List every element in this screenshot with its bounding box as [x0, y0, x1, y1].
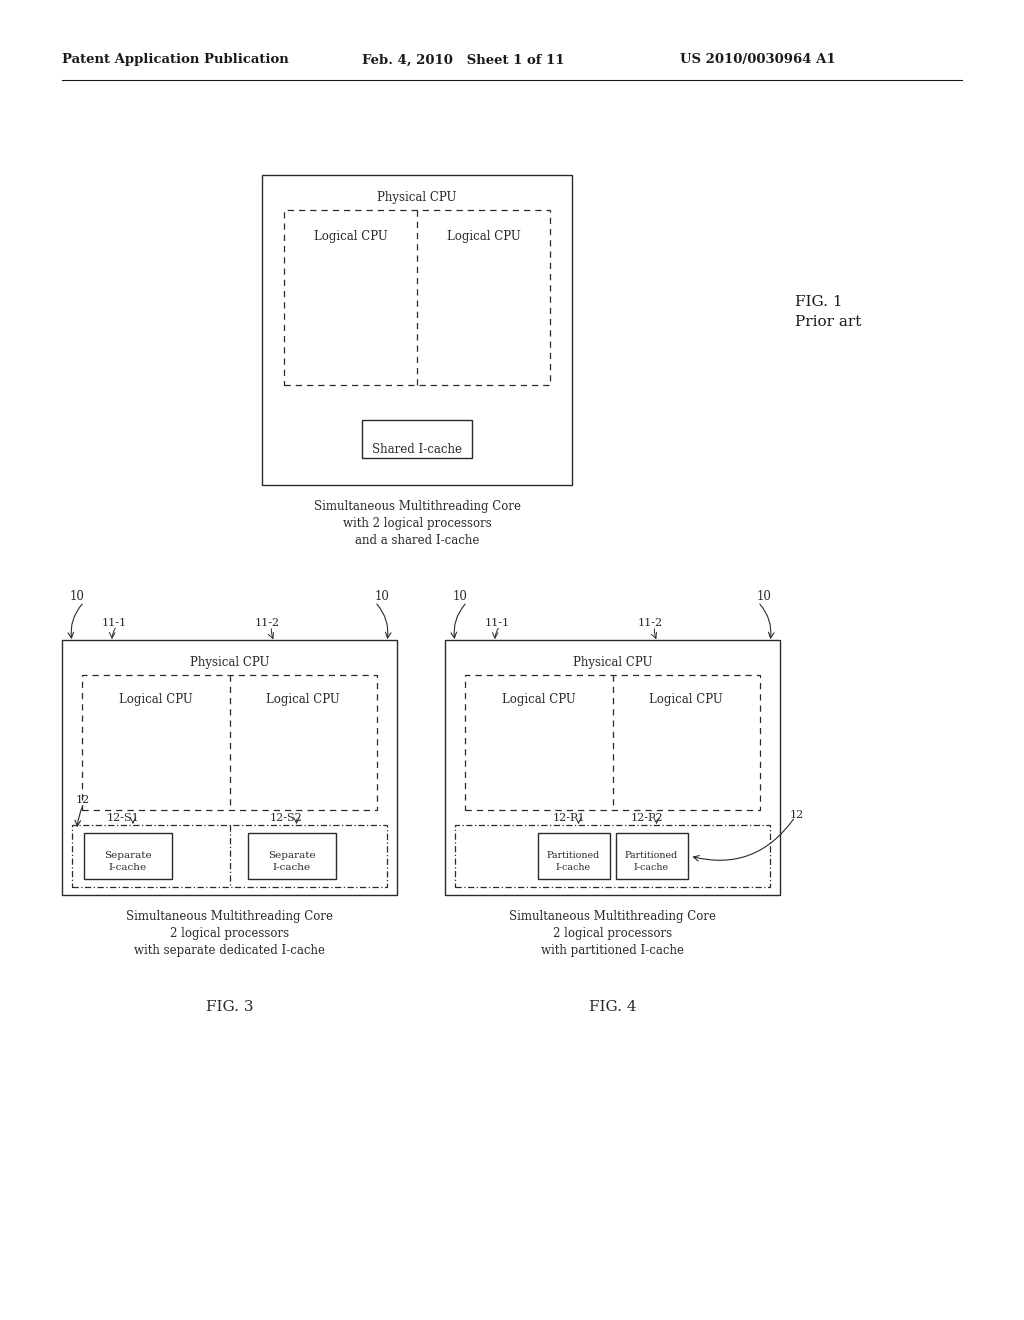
- Text: Separate: Separate: [104, 851, 152, 861]
- Text: I-cache: I-cache: [556, 863, 591, 873]
- Text: Physical CPU: Physical CPU: [572, 656, 652, 669]
- Text: 10: 10: [757, 590, 772, 603]
- Text: Shared I-cache: Shared I-cache: [372, 444, 462, 455]
- Text: 12-P1: 12-P1: [552, 813, 585, 822]
- Bar: [445, 640, 780, 895]
- Text: 10: 10: [453, 590, 468, 603]
- Text: Partitioned: Partitioned: [625, 851, 678, 861]
- Text: Physical CPU: Physical CPU: [189, 656, 269, 669]
- Bar: [362, 420, 472, 458]
- Text: Logical CPU: Logical CPU: [502, 693, 575, 706]
- Text: 12: 12: [790, 810, 804, 820]
- Text: 12-S2: 12-S2: [270, 813, 303, 822]
- Text: with 2 logical processors: with 2 logical processors: [343, 517, 492, 531]
- Bar: [455, 825, 770, 887]
- Text: Logical CPU: Logical CPU: [446, 230, 520, 243]
- Bar: [284, 210, 550, 385]
- Text: Simultaneous Multithreading Core: Simultaneous Multithreading Core: [313, 500, 520, 513]
- Text: FIG. 1: FIG. 1: [795, 294, 843, 309]
- Text: Separate: Separate: [267, 851, 315, 861]
- Text: Logical CPU: Logical CPU: [649, 693, 723, 706]
- Text: FIG. 3: FIG. 3: [206, 1001, 253, 1014]
- Text: 12-P2: 12-P2: [630, 813, 663, 822]
- Text: 10: 10: [70, 590, 85, 603]
- Text: 10: 10: [374, 590, 389, 603]
- Bar: [538, 833, 609, 879]
- Text: Prior art: Prior art: [795, 315, 861, 329]
- Text: 12: 12: [76, 795, 90, 805]
- Text: Logical CPU: Logical CPU: [119, 693, 193, 706]
- Bar: [84, 833, 172, 879]
- Text: with separate dedicated I-cache: with separate dedicated I-cache: [134, 944, 325, 957]
- Text: US 2010/0030964 A1: US 2010/0030964 A1: [680, 54, 836, 66]
- Text: I-cache: I-cache: [272, 863, 310, 873]
- Text: 11-1: 11-1: [102, 618, 127, 628]
- Text: Feb. 4, 2010   Sheet 1 of 11: Feb. 4, 2010 Sheet 1 of 11: [362, 54, 564, 66]
- Bar: [248, 833, 336, 879]
- Bar: [465, 675, 760, 810]
- Text: Patent Application Publication: Patent Application Publication: [62, 54, 289, 66]
- Text: Simultaneous Multithreading Core: Simultaneous Multithreading Core: [509, 909, 716, 923]
- Text: and a shared I-cache: and a shared I-cache: [354, 535, 479, 546]
- Bar: [615, 833, 687, 879]
- Bar: [82, 675, 377, 810]
- Text: 11-2: 11-2: [638, 618, 663, 628]
- Text: I-cache: I-cache: [109, 863, 147, 873]
- Text: with partitioned I-cache: with partitioned I-cache: [541, 944, 684, 957]
- Text: Partitioned: Partitioned: [547, 851, 600, 861]
- Text: Simultaneous Multithreading Core: Simultaneous Multithreading Core: [126, 909, 333, 923]
- Text: 11-2: 11-2: [255, 618, 280, 628]
- Bar: [262, 176, 572, 484]
- Text: Logical CPU: Logical CPU: [266, 693, 340, 706]
- Text: Logical CPU: Logical CPU: [313, 230, 387, 243]
- Text: 2 logical processors: 2 logical processors: [553, 927, 672, 940]
- Text: Physical CPU: Physical CPU: [377, 191, 457, 205]
- Text: FIG. 4: FIG. 4: [589, 1001, 636, 1014]
- Text: 11-1: 11-1: [485, 618, 510, 628]
- Text: I-cache: I-cache: [634, 863, 669, 873]
- Text: 12-S1: 12-S1: [106, 813, 139, 822]
- Bar: [72, 825, 387, 887]
- Text: 2 logical processors: 2 logical processors: [170, 927, 289, 940]
- Bar: [62, 640, 397, 895]
